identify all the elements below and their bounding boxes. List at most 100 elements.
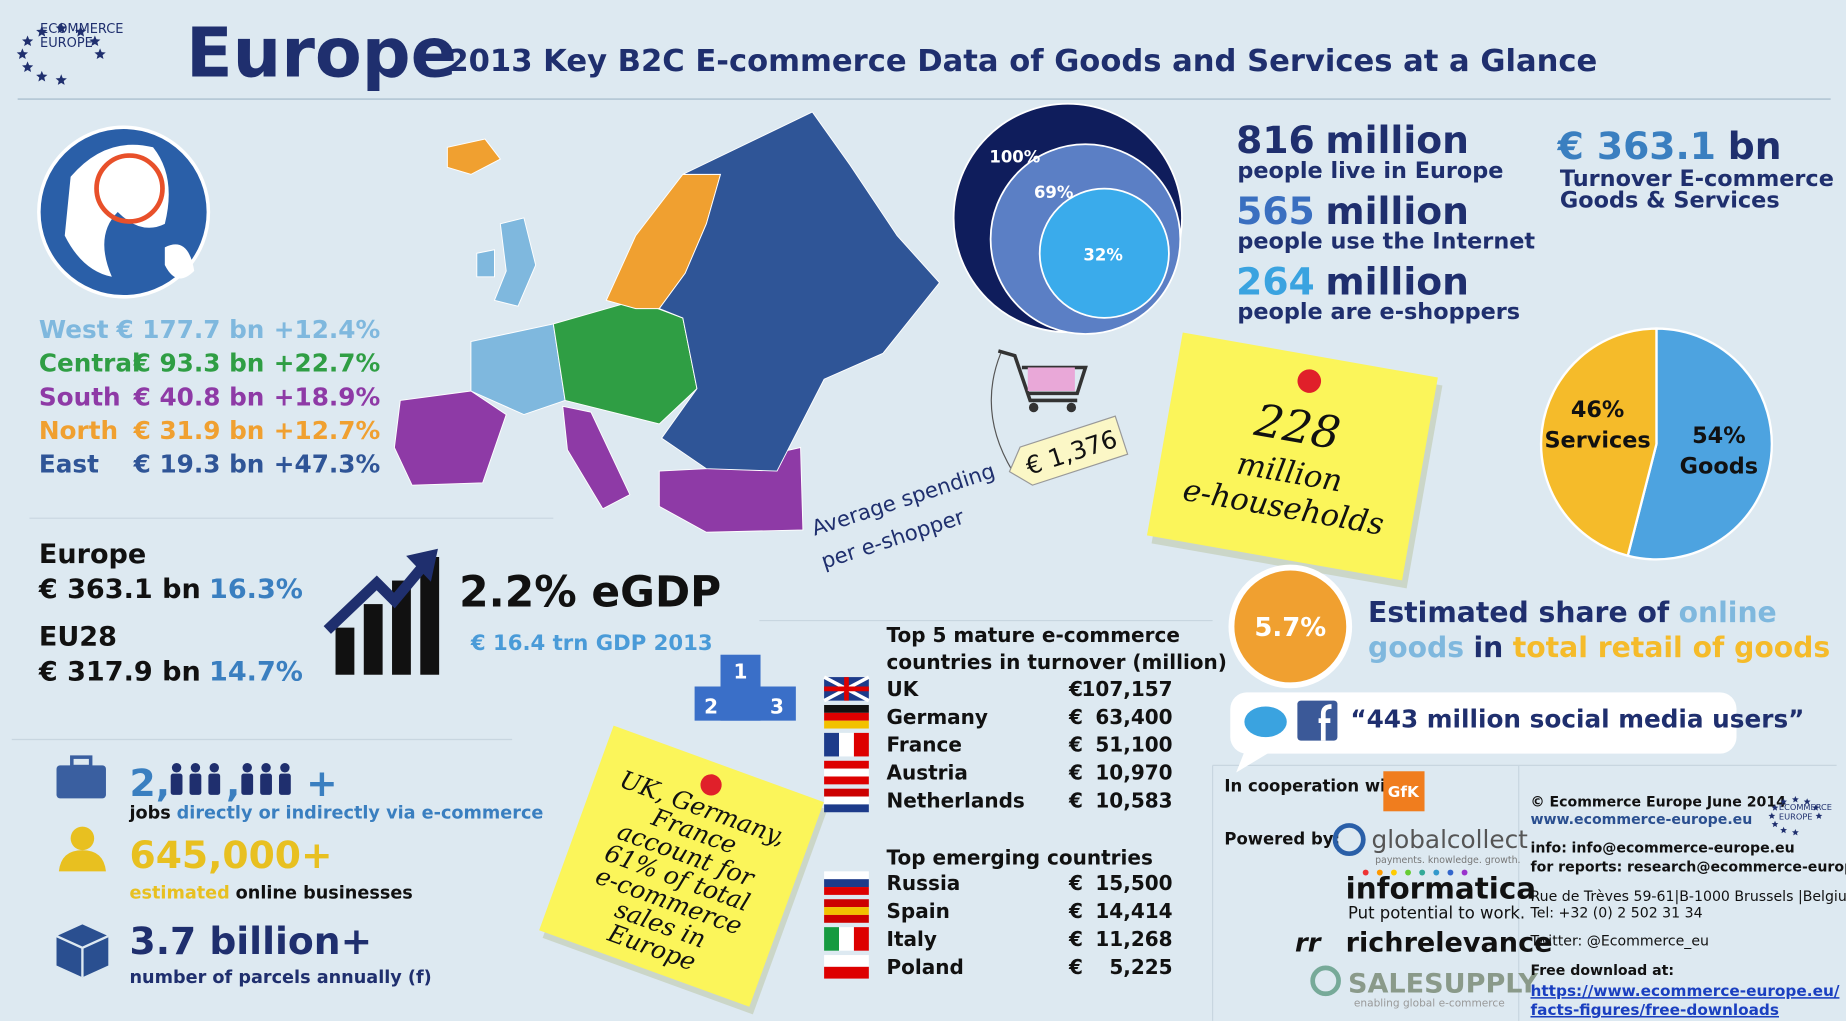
flag-stripe [853,732,869,757]
flag-stripe [824,899,869,908]
label: € [1068,899,1083,923]
star-icon [36,25,48,37]
flag-cross [824,677,869,701]
label-part: for reports: [1530,859,1622,875]
informatica-dot [1419,869,1426,876]
label: € [1068,761,1083,785]
flag-stripe [839,732,854,757]
label: rr [1295,928,1323,958]
label: Spain [887,899,950,923]
map-region [393,390,507,486]
flag-stripe [824,955,869,967]
label-part: million [1325,189,1469,233]
chart-icon-arrow [323,561,428,634]
flag-stripe [824,914,869,923]
star-icon [55,22,67,34]
label-line: 264 million [1236,259,1469,303]
total-label: Europe [39,539,146,570]
informatica-dot [1433,869,1440,876]
label: Rue de Trèves 59-61|B-1000 Brussels |Bel… [1530,889,1846,905]
label: countries in turnover (million) [887,650,1227,674]
map-region [658,111,941,472]
label: , [226,761,240,805]
label: Twitter: @Ecommerce_eu [1529,934,1708,950]
star-icon [55,74,67,85]
label-part: research@ecommerce-europe.eu [1627,859,1846,875]
label: 51,100 [1095,733,1172,757]
label: € [1068,705,1083,729]
label: EUROPE [1779,812,1813,822]
label: In cooperation with: [1224,776,1412,795]
label: UK [887,677,920,701]
label-line: 816 million [1236,118,1469,162]
label: https://www.ecommerce-europe.eu/ [1530,982,1839,1000]
label-part: € 317.9 bn [38,657,201,688]
globalcollect-icon [1332,823,1366,857]
salesupply-icon [1310,965,1341,997]
label: people live in Europe [1237,158,1503,184]
flag-stripe [824,796,869,805]
label-part: € 40.8 bn [133,382,265,411]
cart-wheel [1028,402,1039,413]
star-icon [16,48,29,60]
person-icon [189,773,202,795]
label-part: 16.3% [209,574,303,605]
label: 32% [1083,245,1122,264]
label-part: jobs [129,803,171,823]
star-icon [1780,826,1788,834]
label-part: € 177.7 bn [115,315,264,344]
label-line: jobs directly or indirectly via e-commerc… [129,803,544,823]
gfk-logo [1383,771,1425,812]
person-icon [208,773,221,795]
facebook-icon [1297,700,1338,741]
label-part: € 31.9 bn [133,416,265,445]
label: Free download at: [1530,963,1674,979]
flag-stripe [824,704,869,713]
flag-stripe [824,720,869,729]
label-part: million [1325,118,1469,162]
region-name: South [39,382,121,411]
person-icon [261,763,271,773]
flag-stripe [824,927,840,951]
region-name: North [39,416,118,445]
label: 2 [704,695,718,719]
region-turnover: € 40.8 bn +18.9% [133,382,381,411]
region-turnover: € 19.3 bn +47.3% [133,450,381,479]
flag-stripe [824,966,869,979]
label-part: € 93.3 bn [133,349,265,378]
label: France [887,733,962,757]
star-icon [22,61,34,72]
pie-slice [1626,327,1773,561]
label: € [1068,733,1083,757]
star-icon [36,70,48,82]
label-part: € 363.1 bn [38,574,201,605]
note-paper [539,725,824,1007]
label-part: +12.4% [274,315,380,344]
label-part: estimated [130,883,230,903]
label: Goods [1680,453,1758,479]
label: € [1068,871,1083,895]
label: 5,225 [1109,955,1172,979]
person-icon [70,826,95,851]
label: 107,157 [1081,677,1172,701]
label: Russia [887,871,961,895]
label: 1 [734,659,748,683]
person-icon [260,773,272,795]
informatica-dot [1461,869,1468,876]
flag-stripe [824,804,869,813]
star-icon [22,35,34,47]
label: enabling global e-commerce [1354,998,1505,1010]
label: 15,500 [1095,871,1172,895]
label: € [1068,955,1083,979]
label-part: million [1325,259,1469,303]
label: Austria [887,761,968,785]
person-icon [58,850,106,872]
star-icon [94,48,106,60]
person-icon [279,773,291,795]
flag-stripe [824,788,869,797]
map-region [470,323,566,416]
label-part: goods [1368,631,1464,664]
label: richrelevance [1346,927,1553,958]
